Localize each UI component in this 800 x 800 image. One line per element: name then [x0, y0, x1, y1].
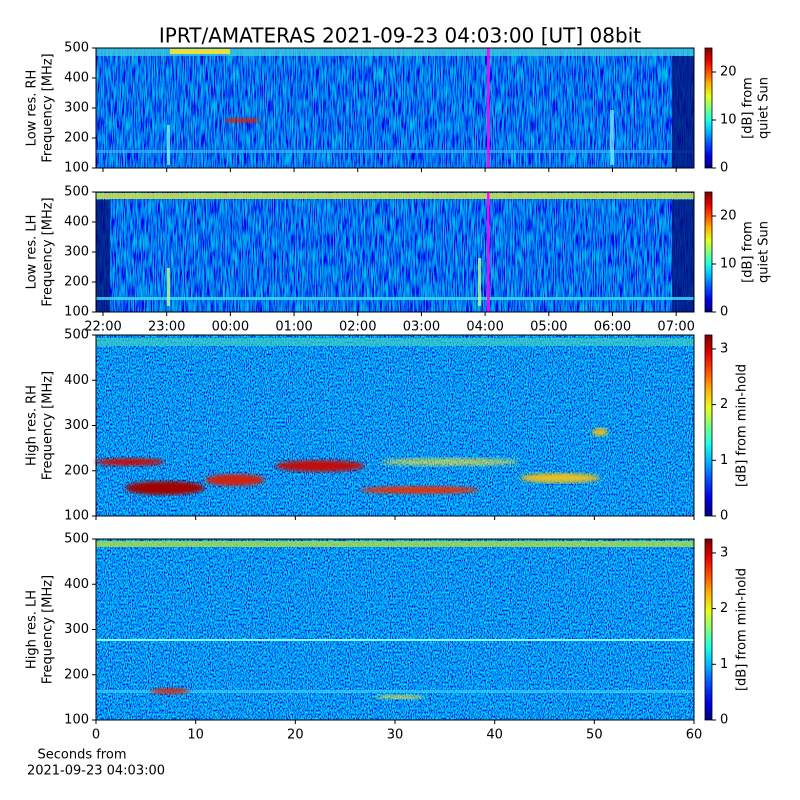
- y-tick-label: 100: [64, 509, 89, 524]
- colorbar-tick-label: 10: [720, 257, 737, 272]
- colorbar-tick-label: 20: [720, 209, 737, 224]
- y-axis-label: Frequency [MHz]: [41, 197, 56, 306]
- y-axis-label: Frequency [MHz]: [41, 575, 56, 684]
- x-tick-label: 02:00: [339, 320, 376, 335]
- x-tick-label: 40: [486, 728, 503, 743]
- colorbar-tick-label: 2: [720, 601, 728, 616]
- colorbar-label: [dB] from min-hold: [735, 364, 750, 487]
- y-tick-label: 300: [64, 101, 89, 116]
- colorbar-tick-label: 0: [720, 509, 728, 524]
- y-tick-label: 500: [64, 41, 89, 56]
- colorbar-tick-label: 0: [720, 713, 728, 728]
- figure-title: IPRT/AMATERAS 2021-09-23 04:03:00 [UT] 0…: [159, 24, 641, 48]
- x-tick-label: 30: [387, 728, 404, 743]
- colorbar-tick-label: 1: [720, 453, 728, 468]
- y-tick-label: 300: [64, 245, 89, 260]
- y-tick-label: 100: [64, 713, 89, 728]
- x-axis-label: Seconds from: [37, 748, 126, 763]
- y-axis-label: Frequency [MHz]: [41, 371, 56, 480]
- x-tick-label: 20: [287, 728, 304, 743]
- colorbar-tick-label: 3: [720, 545, 728, 560]
- x-tick-label: 05:00: [530, 320, 567, 335]
- x-tick-label: 07:00: [657, 320, 694, 335]
- colorbar: [704, 191, 713, 313]
- x-tick-label: 23:00: [148, 320, 185, 335]
- x-tick-label: 10: [187, 728, 204, 743]
- colorbar: [704, 47, 713, 169]
- colorbar-tick-label: 3: [720, 341, 728, 356]
- y-tick-label: 500: [64, 328, 89, 343]
- y-tick-label: 100: [64, 161, 89, 176]
- colorbar-tick-label: 0: [720, 305, 728, 320]
- x-tick-label: 04:00: [466, 320, 503, 335]
- colorbar-label: [dB] from min-hold: [735, 568, 750, 691]
- y-tick-label: 300: [64, 622, 89, 637]
- colorbar: [704, 538, 713, 721]
- x-tick-label: 00:00: [212, 320, 249, 335]
- y-tick-label: 400: [64, 577, 89, 592]
- colorbar-tick-label: 20: [720, 65, 737, 80]
- y-tick-label: 200: [64, 667, 89, 682]
- colorbar-label: quiet Sun: [757, 77, 772, 139]
- y-tick-label: 200: [64, 131, 89, 146]
- x-tick-label: 01:00: [275, 320, 312, 335]
- colorbar-label: [dB] from: [741, 221, 756, 283]
- spectrogram-texture: [95, 48, 694, 720]
- x-tick-label: 03:00: [403, 320, 440, 335]
- y-tick-label: 300: [64, 418, 89, 433]
- y-tick-label: 100: [64, 305, 89, 320]
- y-tick-label: 200: [64, 463, 89, 478]
- y-tick-label: 500: [64, 532, 89, 547]
- x-tick-label: 60: [686, 728, 703, 743]
- y-tick-label: 500: [64, 185, 89, 200]
- colorbar-tick-label: 1: [720, 657, 728, 672]
- y-axis-label: Frequency [MHz]: [41, 53, 56, 162]
- y-axis-label: Low res. LH: [25, 215, 40, 290]
- y-tick-label: 400: [64, 373, 89, 388]
- y-axis-label: High res. RH: [25, 385, 40, 466]
- colorbar-label: [dB] from: [741, 77, 756, 139]
- colorbar-tick-label: 10: [720, 113, 737, 128]
- x-tick-label: 22:00: [84, 320, 121, 335]
- x-axis-label: 2021-09-23 04:03:00: [27, 764, 165, 779]
- y-tick-label: 400: [64, 215, 89, 230]
- y-tick-label: 400: [64, 71, 89, 86]
- y-axis-label: High res. LH: [25, 590, 40, 669]
- colorbar-tick-label: 0: [720, 161, 728, 176]
- colorbar: [704, 334, 713, 517]
- x-tick-label: 06:00: [594, 320, 631, 335]
- colorbar-label: quiet Sun: [757, 221, 772, 283]
- y-axis-label: Low res. RH: [25, 70, 40, 147]
- y-tick-label: 200: [64, 275, 89, 290]
- x-tick-label: 50: [586, 728, 603, 743]
- x-tick-label: 0: [92, 728, 100, 743]
- colorbar-tick-label: 2: [720, 397, 728, 412]
